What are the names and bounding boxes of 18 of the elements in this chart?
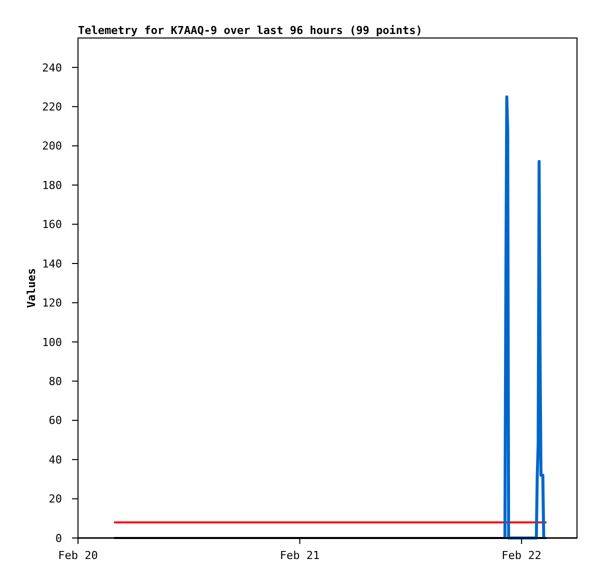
y-tick-label: 0 [55,532,62,545]
y-tick-label: 240 [42,61,62,74]
y-tick-label: 160 [42,218,62,232]
x-tick-label: Feb 22 [502,549,542,562]
y-tick-label: 40 [48,453,62,466]
y-tick-label: 220 [42,100,62,114]
x-tick-label: Feb 21 [280,549,320,562]
y-tick-label: 20 [48,492,62,506]
y-tick-label: 80 [48,374,62,388]
y-tick-label: 60 [48,414,62,428]
x-tick-label: Feb 20 [58,549,98,562]
y-tick-label: 100 [42,336,62,349]
chart-title: Telemetry for K7AAQ-9 over last 96 hours (99 points) [78,24,422,37]
y-tick-label: 120 [42,296,62,310]
y-tick-label: 200 [42,140,62,153]
y-tick-label: 180 [42,178,62,192]
y-axis-title: Values [25,268,38,308]
y-tick-label: 140 [42,257,62,270]
